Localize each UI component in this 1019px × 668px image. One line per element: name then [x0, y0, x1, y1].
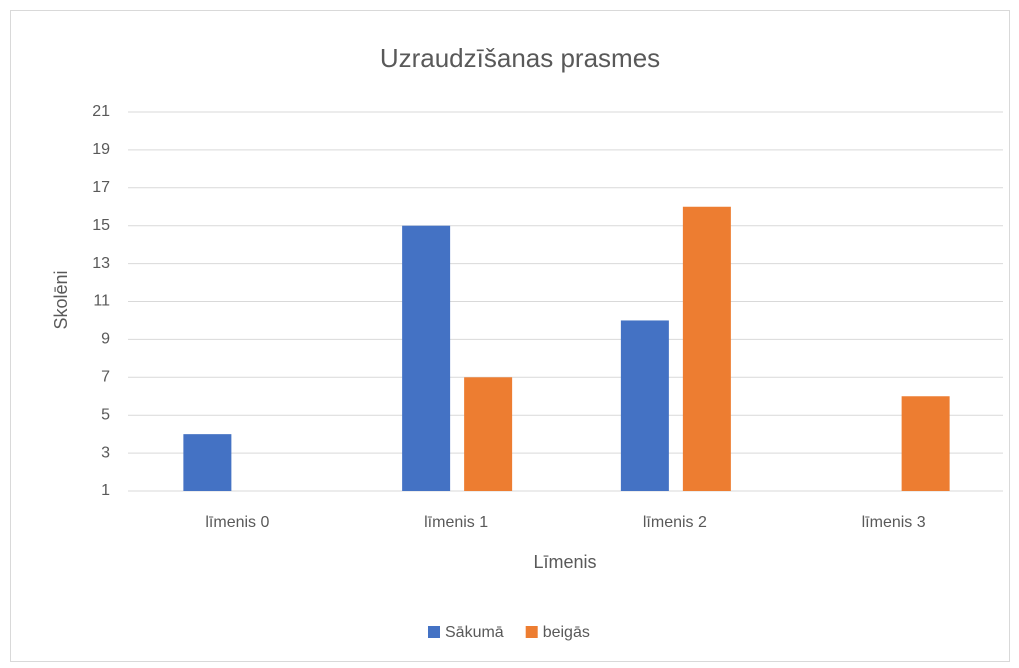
bar: [620, 320, 669, 491]
y-tick-label: 5: [101, 406, 110, 423]
y-tick-label: 15: [92, 217, 110, 234]
y-tick-label: 3: [101, 444, 110, 461]
legend-label: Sākumā: [445, 624, 504, 641]
x-tick-label: līmenis 3: [862, 514, 926, 531]
chart-border: [10, 10, 1010, 662]
y-tick-label: 21: [92, 103, 110, 120]
x-tick-label: līmenis 0: [205, 514, 269, 531]
bar: [464, 377, 513, 491]
y-axis-label: Skolēni: [51, 270, 71, 329]
x-tick-label: līmenis 2: [643, 514, 707, 531]
y-tick-label: 9: [101, 331, 110, 348]
y-tick-label: 7: [101, 369, 110, 386]
y-tick-label: 1: [101, 482, 110, 499]
legend-label: beigās: [543, 624, 590, 641]
x-tick-label: līmenis 1: [424, 514, 488, 531]
y-tick-label: 19: [92, 141, 110, 158]
y-tick-label: 13: [92, 255, 110, 272]
bar: [901, 396, 950, 491]
x-axis-label: Līmenis: [533, 552, 596, 572]
bar: [682, 206, 731, 491]
bar: [183, 434, 232, 491]
chart-title: Uzraudzīšanas prasmes: [380, 43, 660, 73]
legend-swatch: [525, 626, 538, 638]
bar: [402, 225, 451, 491]
y-tick-label: 17: [92, 179, 110, 196]
legend-swatch: [428, 626, 440, 638]
y-tick-label: 11: [93, 293, 110, 310]
